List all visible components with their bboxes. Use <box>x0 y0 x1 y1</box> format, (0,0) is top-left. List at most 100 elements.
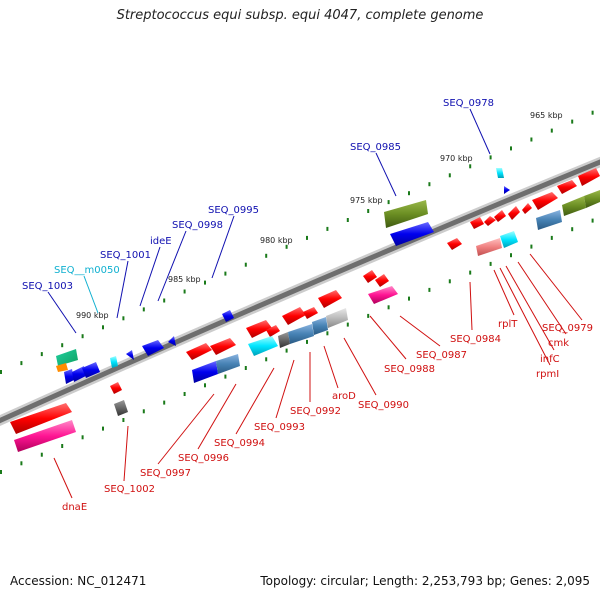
gene-arrow[interactable] <box>578 168 600 186</box>
gene-arrow[interactable] <box>447 238 462 250</box>
gene-label[interactable]: infC <box>540 354 560 365</box>
genome-backbone-core <box>0 159 600 424</box>
gene-arrow[interactable] <box>56 349 78 366</box>
gene-arrow[interactable] <box>114 400 128 416</box>
gene-arrow[interactable] <box>557 180 577 194</box>
gene-label[interactable]: SEQ_0996 <box>178 453 229 464</box>
kbp-tick <box>408 191 410 196</box>
gene-label[interactable]: SEQ_0997 <box>140 468 191 479</box>
gene-arrow[interactable] <box>210 338 236 355</box>
gene-arrow[interactable] <box>500 231 518 248</box>
gene-arrow[interactable] <box>484 216 496 226</box>
gene-arrow[interactable] <box>142 340 164 356</box>
gene-label[interactable]: SEQ_0994 <box>214 438 265 449</box>
gene-arrow[interactable] <box>532 192 558 210</box>
gene-arrow[interactable] <box>192 361 218 383</box>
gene-arrow[interactable] <box>494 210 506 222</box>
gene-arrow[interactable] <box>363 270 377 283</box>
kbp-tick <box>224 271 227 276</box>
kbp-tick <box>20 461 23 466</box>
gene-arrow[interactable] <box>72 366 86 382</box>
leader-line <box>157 393 215 465</box>
gene-arrow[interactable] <box>562 196 586 216</box>
gene-arrow[interactable] <box>476 238 502 256</box>
gene-arrow[interactable] <box>186 343 212 360</box>
gene-label[interactable]: SEQ_1003 <box>22 281 73 292</box>
gene-arrow[interactable] <box>326 308 348 328</box>
gene-arrow[interactable] <box>110 356 118 368</box>
gene-arrow[interactable] <box>126 350 134 360</box>
gene-arrow[interactable] <box>246 320 272 338</box>
gene-arrow[interactable] <box>56 363 68 372</box>
gene-arrow[interactable] <box>82 362 100 378</box>
gene-arrow[interactable] <box>536 210 562 230</box>
genome-map: 990 kbp 985 kbp 980 kbp 975 kbp 970 kbp … <box>0 98 600 513</box>
gene-arrow[interactable] <box>375 274 389 287</box>
gene-arrow[interactable] <box>216 354 240 374</box>
gene-arrow[interactable] <box>110 382 122 394</box>
gene-label[interactable]: SEQ__m0050 <box>54 265 120 276</box>
gene-label[interactable]: dnaE <box>62 502 87 513</box>
leader-line <box>197 383 237 450</box>
gene-arrow[interactable] <box>522 203 532 214</box>
gene-label[interactable]: SEQ_0992 <box>290 406 341 417</box>
gene-arrow[interactable] <box>496 168 504 178</box>
gene-label[interactable]: SEQ_0984 <box>450 334 501 345</box>
gene-label[interactable]: SEQ_0978 <box>443 98 494 109</box>
gene-arrow[interactable] <box>222 310 234 322</box>
gene-arrow[interactable] <box>470 217 484 229</box>
gene-label[interactable]: ideE <box>150 236 172 247</box>
gene-arrow[interactable] <box>504 186 510 194</box>
kbp-tick <box>20 361 23 366</box>
kbp-tick <box>428 182 431 187</box>
gene-label[interactable]: rplT <box>498 319 518 330</box>
gene-features <box>10 168 600 452</box>
gene-arrow[interactable] <box>318 290 342 308</box>
gene-arrow[interactable] <box>384 200 428 228</box>
gene-arrow[interactable] <box>64 369 74 384</box>
gene-label[interactable]: SEQ_0990 <box>358 400 409 411</box>
kbp-tick <box>387 305 390 310</box>
lower-gene-labels: dnaE SEQ_1002 SEQ_0997 SEQ_0996 SEQ_0994 SEQ_… <box>62 319 593 513</box>
leader-line <box>116 260 129 319</box>
kbp-tick <box>0 370 2 374</box>
kbp-tick <box>40 452 43 457</box>
gene-arrow[interactable] <box>266 325 280 337</box>
gene-label[interactable]: aroD <box>332 391 356 402</box>
gene-arrow[interactable] <box>288 324 314 344</box>
gene-arrow[interactable] <box>248 336 278 356</box>
kbp-tick <box>346 322 349 327</box>
gene-label[interactable]: rpmI <box>536 369 559 380</box>
kbp-tick <box>489 155 492 160</box>
gene-arrow[interactable] <box>168 336 176 346</box>
gene-label[interactable]: SEQ_0998 <box>172 220 223 231</box>
kbp-tick <box>102 426 104 431</box>
gene-label[interactable]: SEQ_1002 <box>104 484 155 495</box>
gene-arrow[interactable] <box>282 307 306 325</box>
gene-arrow[interactable] <box>368 286 398 304</box>
gene-label[interactable]: SEQ_0995 <box>208 205 259 216</box>
gene-label[interactable]: SEQ_0988 <box>384 364 435 375</box>
gene-label[interactable]: SEQ_0979 <box>542 323 593 334</box>
gene-arrow[interactable] <box>312 317 328 335</box>
gene-label[interactable]: SEQ_1001 <box>100 250 151 261</box>
gene-label[interactable]: SEQ_0987 <box>416 350 467 361</box>
gene-arrow[interactable] <box>278 332 290 348</box>
genome-summary-text: Topology: circular; Length: 2,253,793 bp… <box>260 574 590 588</box>
kbp-tick <box>285 244 288 249</box>
kbp-tick <box>469 164 472 169</box>
kbp-tick <box>61 343 64 348</box>
leader-line <box>275 359 295 419</box>
kbp-label: 975 kbp <box>350 196 383 205</box>
kbp-tick <box>326 331 329 336</box>
gene-arrow[interactable] <box>14 420 76 452</box>
gene-label[interactable]: SEQ_0985 <box>350 142 401 153</box>
gene-arrow[interactable] <box>584 190 600 208</box>
gene-label[interactable]: SEQ_0993 <box>254 422 305 433</box>
gene-arrow[interactable] <box>303 307 318 319</box>
gene-arrow[interactable] <box>390 222 434 246</box>
gene-label[interactable]: cmk <box>548 338 569 349</box>
gene-arrow[interactable] <box>508 206 520 220</box>
gene-arrow[interactable] <box>10 403 72 434</box>
